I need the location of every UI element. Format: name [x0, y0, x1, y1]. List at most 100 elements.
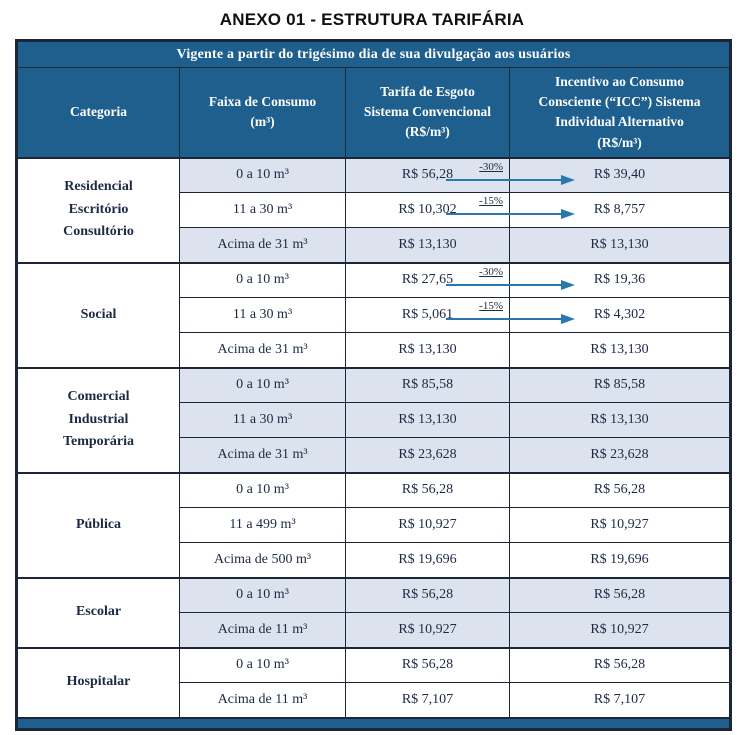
banner-row: Vigente a partir do trigésimo dia de sua… [16, 40, 731, 68]
tarifa-cell: R$ 13,130 [345, 402, 510, 438]
category-cell: Hospitalar [16, 646, 180, 718]
table-row: Acima de 500 m³ R$ 19,696 R$ 19,696 [17, 542, 731, 578]
table-row: Acima de 11 m³ R$ 10,927 R$ 10,927 [17, 612, 731, 648]
icc-cell: R$ 7,107 [509, 682, 731, 718]
faixa-cell-value: 0 a 10 m³ [236, 377, 289, 393]
tarifa-cell: R$ 56,28 -30% [345, 156, 575, 193]
faixa-cell-value: Acima de 11 m³ [217, 621, 308, 637]
faixa-cell: 11 a 30 m³ [179, 402, 346, 438]
tarifa-cell-value: R$ 56,28 [401, 167, 454, 183]
tarifa-cell-value: R$ 5,061 [401, 307, 454, 322]
icc-cell-value: R$ 56,28 [593, 587, 646, 603]
icc-cell-value: R$ 19,696 [590, 551, 649, 567]
faixa-cell: 11 a 30 m³ [179, 297, 346, 333]
tarifa-cell: R$ 13,130 [345, 332, 510, 368]
faixa-cell: Acima de 11 m³ [179, 612, 346, 648]
discount-percent-label: -30% [479, 160, 503, 173]
tarifa-cell: R$ 10,927 [345, 612, 510, 648]
tarifa-cell: R$ 56,28 [345, 646, 510, 683]
faixa-cell-value: Acima de 31 m³ [217, 341, 308, 357]
icc-cell-value: R$ 13,130 [590, 236, 649, 252]
faixa-cell-value: 11 a 499 m³ [229, 517, 296, 532]
discount-percent-label: -15% [479, 300, 503, 312]
category-cell: Social [16, 261, 180, 368]
faixa-cell: 11 a 30 m³ [179, 192, 346, 228]
column-header-faixa: Faixa de Consumo (m³) [179, 67, 346, 158]
table-row: Acima de 31 m³ R$ 13,130 R$ 13,130 [17, 227, 731, 263]
tarifa-cell-value: R$ 7,107 [401, 691, 454, 707]
tarifa-cell-value: R$ 56,28 [401, 482, 454, 498]
tarifa-cell: R$ 19,696 [345, 542, 510, 578]
category-cell: Escolar [16, 576, 180, 648]
icc-cell-value: R$ 56,28 [593, 657, 646, 673]
icc-cell-value: R$ 10,927 [590, 517, 649, 532]
discount-percent-label: -15% [479, 195, 503, 207]
icc-cell-value: R$ 19,36 [593, 272, 646, 288]
tarifa-cell-value: R$ 13,130 [398, 236, 457, 252]
icc-cell-value: R$ 39,40 [593, 167, 646, 183]
tarifa-cell-value: R$ 56,28 [401, 657, 454, 673]
icc-cell: R$ 13,130 [509, 227, 731, 263]
page-title: ANEXO 01 - ESTRUTURA TARIFÁRIA [219, 10, 525, 29]
faixa-cell-value: 0 a 10 m³ [236, 587, 289, 603]
icc-cell-value: R$ 13,130 [590, 341, 649, 357]
icc-cell-value: R$ 85,58 [593, 377, 646, 393]
faixa-cell: Acima de 31 m³ [179, 332, 346, 368]
footer-row [16, 716, 731, 730]
icc-cell-value: R$ 8,757 [593, 202, 646, 217]
icc-cell: R$ 39,40 [509, 156, 731, 193]
faixa-cell: 0 a 10 m³ [179, 261, 346, 298]
faixa-cell-value: 0 a 10 m³ [236, 167, 289, 183]
tarifa-cell: R$ 10,302 -15% [345, 192, 575, 228]
tarifa-cell: R$ 85,58 [345, 366, 510, 403]
table-row: 11 a 499 m³ R$ 10,927 R$ 10,927 [17, 507, 731, 543]
tarifa-cell-value: R$ 13,130 [398, 412, 457, 427]
tarifa-cell: R$ 23,628 [345, 437, 510, 473]
icc-cell: R$ 13,130 [509, 402, 731, 438]
tarifa-cell-value: R$ 19,696 [398, 551, 457, 567]
icc-cell: R$ 10,927 [509, 507, 731, 543]
icc-cell: R$ 10,927 [509, 612, 731, 648]
tarifa-cell-value: R$ 10,927 [398, 621, 457, 637]
faixa-cell-value: 0 a 10 m³ [236, 272, 289, 288]
table-row: 11 a 30 m³ R$ 13,130 R$ 13,130 [17, 402, 731, 438]
table-row: Residencial Escritório Consultório 0 a 10… [16, 156, 731, 263]
faixa-cell: Acima de 31 m³ [179, 227, 346, 263]
table-body: Residencial Escritório Consultório 0 a 10… [16, 156, 731, 718]
icc-cell: R$ 85,58 [509, 366, 731, 403]
tarifa-cell-value: R$ 10,302 [398, 202, 457, 217]
faixa-cell: 0 a 10 m³ [179, 471, 346, 508]
icc-cell: R$ 19,36 [509, 261, 731, 298]
table-row: Acima de 11 m³ R$ 7,107 R$ 7,107 [17, 682, 731, 718]
table-row: Social 0 a 10 m³ R$ 27,65 -30% R$ 19,36 [16, 261, 731, 368]
faixa-cell: Acima de 31 m³ [179, 437, 346, 473]
icc-cell-value: R$ 7,107 [593, 691, 646, 707]
icc-cell-value: R$ 23,628 [590, 446, 649, 462]
faixa-cell-value: 11 a 30 m³ [232, 202, 293, 217]
table-row: Comercial Industrial Temporária 0 a 10 m³… [16, 366, 731, 473]
table-banner: Vigente a partir do trigésimo dia de sua… [16, 40, 731, 68]
icc-cell: R$ 13,130 [509, 332, 731, 368]
tariff-table: Vigente a partir do trigésimo dia de sua… [15, 39, 732, 731]
faixa-cell-value: 11 a 30 m³ [232, 412, 293, 427]
tarifa-cell: R$ 56,28 [345, 576, 510, 613]
table-row: Hospitalar 0 a 10 m³ R$ 56,28 R$ 56,28 [16, 646, 731, 718]
faixa-cell-value: Acima de 11 m³ [217, 691, 308, 707]
faixa-cell-value: Acima de 31 m³ [217, 236, 308, 252]
tarifa-cell-value: R$ 27,65 [401, 272, 454, 288]
faixa-cell-value: 0 a 10 m³ [236, 657, 289, 673]
table-row: 11 a 30 m³ R$ 10,302 -15% R$ 8,757 [17, 192, 731, 228]
icc-cell: R$ 23,628 [509, 437, 731, 473]
tarifa-cell: R$ 13,130 [345, 227, 510, 263]
faixa-cell: 0 a 10 m³ [179, 646, 346, 683]
faixa-cell-value: Acima de 31 m³ [217, 446, 308, 462]
tarifa-cell: R$ 56,28 [345, 471, 510, 508]
faixa-cell: Acima de 500 m³ [179, 542, 346, 578]
faixa-cell-value: 0 a 10 m³ [236, 482, 289, 498]
table-row: 11 a 30 m³ R$ 5,061 -15% R$ 4,302 [17, 297, 731, 333]
faixa-cell: 0 a 10 m³ [179, 156, 346, 193]
discount-percent-label: -30% [479, 265, 503, 278]
tarifa-cell: R$ 27,65 -30% [345, 261, 575, 298]
category-cell: Comercial Industrial Temporária [16, 366, 180, 473]
